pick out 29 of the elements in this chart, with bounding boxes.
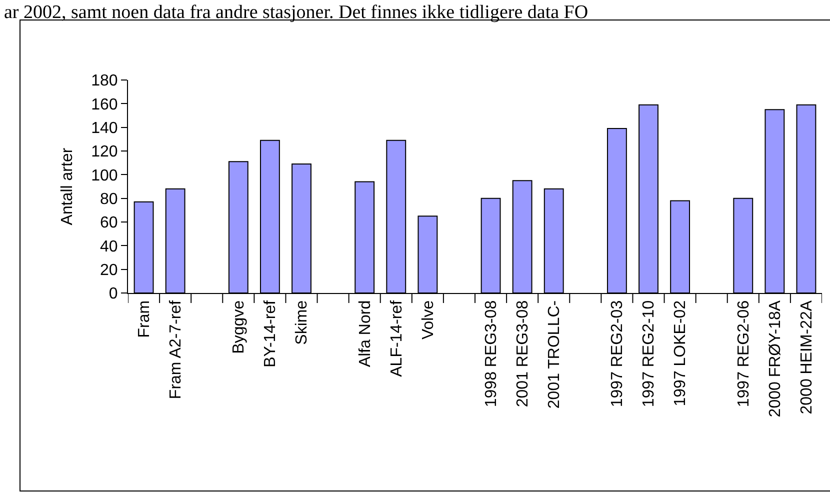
x-tick-label: 2000 HEIM-22A bbox=[798, 300, 816, 414]
x-tick-label: 2001 TROLLC- bbox=[546, 300, 564, 409]
x-tick-label: 1997 REG2-03 bbox=[609, 300, 626, 408]
y-tick-label: 20 bbox=[100, 262, 118, 279]
text: ar 2002, samt noen data fra andre stasjoner. Det finnes ikke tidligere data FO bbox=[4, 2, 588, 23]
y-tick-label: 60 bbox=[100, 214, 118, 232]
y-axis-title: Antall arter bbox=[58, 147, 76, 226]
x-tick-label: 2000 FRØY-18A bbox=[766, 300, 784, 418]
x-tick-label: Fram bbox=[136, 300, 153, 338]
x-tick-label: BY-14-ref bbox=[262, 300, 280, 368]
x-tick-label: 1997 REG2-06 bbox=[735, 300, 752, 408]
x-tick-label: 1997 REG2-10 bbox=[640, 300, 658, 408]
y-tick-label: 0 bbox=[108, 286, 118, 303]
y-tick-label: 80 bbox=[100, 190, 118, 208]
x-tick-label: Alfa Nord bbox=[356, 300, 374, 368]
x-tick-label: ALF-14-ref bbox=[388, 300, 406, 377]
x-tick-label: Skime bbox=[294, 300, 311, 345]
y-tick-label: 120 bbox=[91, 144, 118, 161]
x-tick-label: 2001 REG3-08 bbox=[514, 300, 532, 408]
x-tick-label: 1997 LOKE-02 bbox=[672, 300, 690, 406]
x-tick-label: Byggve bbox=[230, 300, 248, 354]
y-tick-label: 40 bbox=[100, 238, 118, 256]
y-tick-label: 140 bbox=[91, 120, 118, 137]
y-tick-label: 160 bbox=[91, 96, 118, 114]
y-tick-label: 180 bbox=[91, 72, 118, 90]
y-tick-label: 100 bbox=[91, 167, 118, 184]
x-tick-label: 1998 REG3-08 bbox=[482, 300, 500, 408]
x-tick-label: Volve bbox=[420, 300, 437, 340]
x-tick-label: Fram A2-7-ref bbox=[168, 300, 185, 400]
